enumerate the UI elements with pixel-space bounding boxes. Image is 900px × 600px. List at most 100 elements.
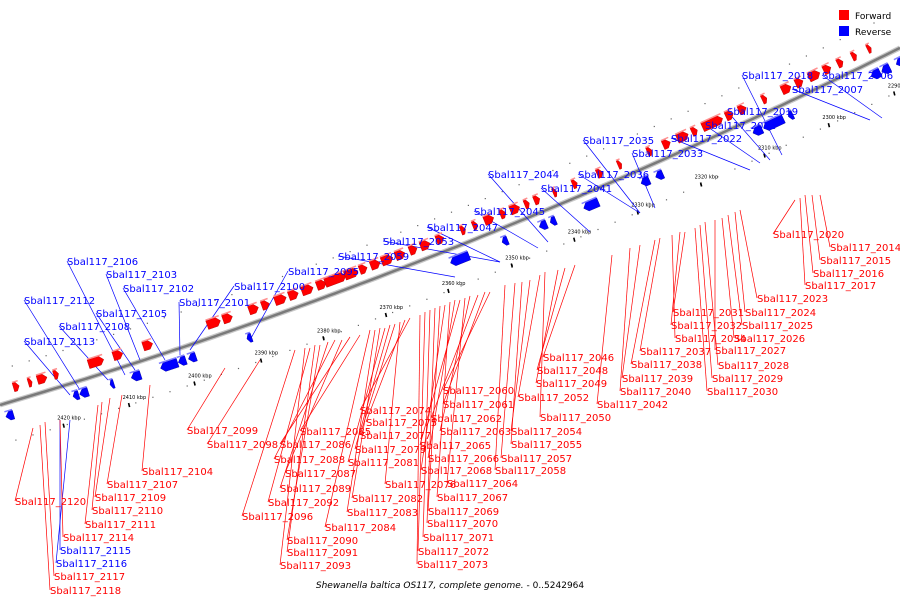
forward-gene-arrow[interactable]: [52, 367, 60, 380]
gene-label-sbal117-2076[interactable]: Sbal117_2076: [385, 480, 456, 491]
gene-label-sbal117-2084[interactable]: Sbal117_2084: [325, 523, 396, 534]
gene-label-sbal117-2058[interactable]: Sbal117_2058: [495, 466, 566, 477]
gene-label-sbal117-2044[interactable]: Sbal117_2044: [488, 170, 559, 181]
gene-label-sbal117-2092[interactable]: Sbal117_2092: [268, 498, 339, 509]
gene-label-sbal117-2116[interactable]: Sbal117_2116: [56, 559, 127, 570]
reverse-gene-arrow[interactable]: [879, 62, 893, 75]
gene-label-sbal117-2083[interactable]: Sbal117_2083: [347, 508, 418, 519]
forward-gene-arrow[interactable]: [246, 301, 260, 316]
forward-gene-arrow[interactable]: [759, 92, 769, 105]
gene-label-sbal117-2048[interactable]: Sbal117_2048: [537, 366, 608, 377]
reverse-gene-arrow[interactable]: [750, 123, 765, 137]
gene-label-sbal117-2106[interactable]: Sbal117_2106: [67, 257, 138, 268]
gene-label-sbal117-2100[interactable]: Sbal117_2100: [234, 282, 305, 293]
gene-label-sbal117-2085[interactable]: Sbal117_2085: [300, 427, 371, 438]
gene-label-sbal117-2105[interactable]: Sbal117_2105: [96, 309, 167, 320]
forward-gene-arrow[interactable]: [314, 277, 328, 291]
forward-gene-arrow[interactable]: [470, 218, 480, 231]
gene-label-sbal117-2098[interactable]: Sbal117_2098: [207, 440, 278, 451]
gene-label-sbal117-2020[interactable]: Sbal117_2020: [773, 230, 844, 241]
reverse-gene-arrow[interactable]: [893, 55, 900, 68]
forward-gene-arrow[interactable]: [272, 291, 288, 306]
reverse-gene-arrow[interactable]: [108, 377, 116, 389]
gene-label-sbal117-2050[interactable]: Sbal117_2050: [540, 413, 611, 424]
gene-label-sbal117-2064[interactable]: Sbal117_2064: [447, 479, 518, 490]
gene-label-sbal117-2033[interactable]: Sbal117_2033: [632, 149, 703, 160]
reverse-gene-arrow[interactable]: [244, 331, 254, 344]
gene-label-sbal117-2111[interactable]: Sbal117_2111: [85, 520, 156, 531]
gene-label-sbal117-2028[interactable]: Sbal117_2028: [718, 361, 789, 372]
gene-label-sbal117-2063[interactable]: Sbal117_2063: [440, 427, 511, 438]
gene-label-sbal117-2071[interactable]: Sbal117_2071: [423, 533, 494, 544]
gene-label-sbal117-2114[interactable]: Sbal117_2114: [63, 533, 134, 544]
reverse-gene-arrow[interactable]: [638, 174, 652, 187]
gene-label-sbal117-2103[interactable]: Sbal117_2103: [106, 270, 177, 281]
forward-gene-arrow[interactable]: [357, 261, 369, 275]
gene-label-sbal117-2110[interactable]: Sbal117_2110: [92, 506, 163, 517]
gene-label-sbal117-2057[interactable]: Sbal117_2057: [501, 454, 572, 465]
gene-label-sbal117-2113[interactable]: Sbal117_2113: [24, 337, 95, 348]
reverse-gene-arrow[interactable]: [186, 350, 198, 364]
gene-label-sbal117-2041[interactable]: Sbal117_2041: [541, 184, 612, 195]
forward-gene-arrow[interactable]: [806, 67, 821, 83]
forward-gene-arrow[interactable]: [35, 371, 49, 385]
gene-label-sbal117-2108[interactable]: Sbal117_2108: [59, 322, 130, 333]
gene-label-sbal117-2079[interactable]: Sbal117_2079: [355, 445, 426, 456]
gene-label-sbal117-2112[interactable]: Sbal117_2112: [24, 296, 95, 307]
reverse-gene-arrow[interactable]: [4, 408, 16, 421]
gene-label-sbal117-2039[interactable]: Sbal117_2039: [622, 374, 693, 385]
forward-gene-arrow[interactable]: [259, 297, 271, 311]
gene-label-sbal117-2087[interactable]: Sbal117_2087: [285, 469, 356, 480]
gene-label-sbal117-2037[interactable]: Sbal117_2037: [640, 347, 711, 358]
gene-label-sbal117-2029[interactable]: Sbal117_2029: [712, 374, 783, 385]
gene-label-sbal117-2117[interactable]: Sbal117_2117: [54, 572, 125, 583]
gene-label-sbal117-2102[interactable]: Sbal117_2102: [123, 284, 194, 295]
forward-gene-arrow[interactable]: [793, 75, 805, 89]
gene-label-sbal117-2038[interactable]: Sbal117_2038: [631, 360, 702, 371]
gene-label-sbal117-2070[interactable]: Sbal117_2070: [427, 519, 498, 530]
forward-gene-arrow[interactable]: [205, 314, 222, 330]
forward-gene-arrow[interactable]: [393, 247, 406, 261]
forward-gene-arrow[interactable]: [864, 42, 873, 54]
gene-label-sbal117-2118[interactable]: Sbal117_2118: [50, 586, 121, 597]
gene-label-sbal117-2061[interactable]: Sbal117_2061: [443, 400, 514, 411]
forward-gene-arrow[interactable]: [522, 197, 531, 210]
gene-label-sbal117-2052[interactable]: Sbal117_2052: [518, 393, 589, 404]
gene-label-sbal117-2074[interactable]: Sbal117_2074: [360, 406, 431, 417]
gene-label-sbal117-2032[interactable]: Sbal117_2032: [671, 321, 742, 332]
forward-gene-arrow[interactable]: [323, 269, 347, 288]
gene-label-sbal117-2025[interactable]: Sbal117_2025: [742, 321, 813, 332]
gene-label-sbal117-2107[interactable]: Sbal117_2107: [107, 480, 178, 491]
reverse-gene-arrow[interactable]: [653, 168, 666, 181]
reverse-gene-arrow[interactable]: [71, 388, 81, 401]
reverse-gene-arrow[interactable]: [158, 356, 180, 373]
gene-label-sbal117-2042[interactable]: Sbal117_2042: [597, 400, 668, 411]
gene-label-sbal117-2036[interactable]: Sbal117_2036: [578, 170, 649, 181]
gene-label-sbal117-2021[interactable]: Sbal117_2021: [705, 121, 776, 132]
forward-gene-arrow[interactable]: [482, 212, 495, 226]
reverse-gene-arrow[interactable]: [760, 113, 786, 132]
forward-gene-arrow[interactable]: [342, 265, 360, 281]
gene-label-sbal117-2104[interactable]: Sbal117_2104: [142, 467, 213, 478]
forward-gene-arrow[interactable]: [299, 281, 315, 297]
gene-label-sbal117-2045[interactable]: Sbal117_2045: [474, 207, 545, 218]
reverse-gene-arrow[interactable]: [785, 109, 796, 121]
gene-label-sbal117-2046[interactable]: Sbal117_2046: [543, 353, 614, 364]
gene-label-sbal117-2073[interactable]: Sbal117_2073: [417, 560, 488, 571]
forward-gene-arrow[interactable]: [498, 207, 508, 220]
forward-gene-arrow[interactable]: [615, 158, 624, 170]
gene-label-sbal117-2007[interactable]: Sbal117_2007: [792, 85, 863, 96]
forward-gene-arrow[interactable]: [407, 242, 418, 256]
gene-label-sbal117-2059[interactable]: Sbal117_2059: [338, 252, 409, 263]
forward-gene-arrow[interactable]: [849, 49, 858, 62]
gene-label-sbal117-2120[interactable]: Sbal117_2120: [15, 497, 86, 508]
gene-label-sbal117-2069[interactable]: Sbal117_2069: [428, 507, 499, 518]
forward-gene-arrow[interactable]: [550, 185, 559, 198]
reverse-gene-arrow[interactable]: [537, 218, 549, 231]
forward-gene-arrow[interactable]: [660, 136, 673, 150]
gene-label-sbal117-2026[interactable]: Sbal117_2026: [734, 334, 805, 345]
gene-label-sbal117-2099[interactable]: Sbal117_2099: [187, 426, 258, 437]
gene-label-sbal117-2091[interactable]: Sbal117_2091: [287, 548, 358, 559]
reverse-gene-arrow[interactable]: [448, 250, 472, 267]
forward-gene-arrow[interactable]: [674, 128, 690, 144]
